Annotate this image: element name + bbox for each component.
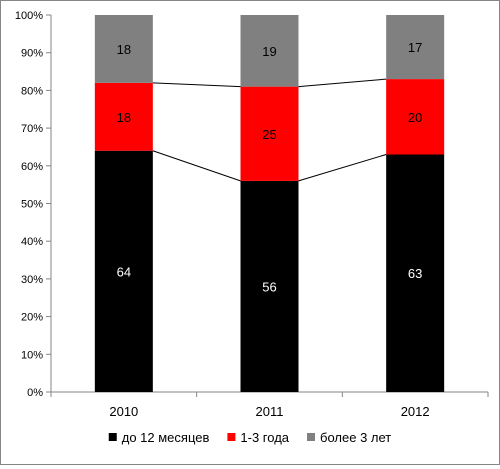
bar-segment — [94, 150, 153, 392]
y-tick-label: 10% — [21, 349, 43, 361]
y-tick-label: 60% — [21, 161, 43, 173]
bar-segment — [94, 82, 153, 151]
series-line — [152, 82, 241, 88]
data-label: 64 — [117, 264, 131, 279]
y-axis: 0% 10% 20% 30% 40% 50% 60% 70% 80% 90% 100% — [15, 10, 52, 399]
data-label: 19 — [262, 44, 276, 59]
data-label: 25 — [262, 127, 276, 142]
legend-label: до 12 месяцев — [122, 430, 210, 445]
x-tick-label: 2010 — [109, 404, 138, 419]
legend-label: более 3 лет — [320, 430, 391, 445]
y-tick-label: 50% — [21, 199, 43, 211]
bar-segment — [94, 15, 153, 83]
bar-segment — [240, 180, 299, 392]
bars — [94, 15, 445, 392]
bar-segment — [240, 15, 299, 87]
x-tick-label: 2012 — [401, 404, 430, 419]
data-label: 17 — [408, 40, 422, 55]
y-tick-label: 70% — [21, 123, 43, 135]
data-label: 56 — [262, 279, 276, 294]
series-line — [298, 78, 387, 88]
y-tick-label: 90% — [21, 48, 43, 60]
data-label: 20 — [408, 110, 422, 125]
y-tick-label: 100% — [15, 10, 43, 22]
bar-segment — [386, 154, 445, 392]
legend-label: 1-3 года — [240, 430, 289, 445]
legend-swatch — [227, 433, 236, 441]
y-tick-label: 40% — [21, 236, 43, 248]
bar-segment — [386, 15, 445, 80]
data-label: 18 — [117, 110, 131, 125]
bar-segment — [386, 79, 445, 155]
data-labels: 64 18 18 56 25 19 63 20 17 — [117, 40, 423, 294]
x-axis: 2010 2011 2012 — [50, 391, 489, 419]
data-label: 18 — [117, 42, 131, 57]
y-tick-label: 20% — [21, 312, 43, 324]
series-line — [152, 150, 241, 182]
bar-segment — [240, 86, 299, 181]
series-lines — [152, 78, 387, 182]
data-label: 63 — [408, 266, 422, 281]
y-tick-label: 30% — [21, 274, 43, 286]
y-tick-label: 0% — [27, 387, 43, 399]
y-tick-label: 80% — [21, 85, 43, 97]
legend-swatch — [307, 433, 316, 441]
legend: до 12 месяцев 1-3 года более 3 лет — [108, 430, 391, 445]
series-line — [298, 154, 387, 182]
x-tick-label: 2011 — [256, 404, 284, 419]
legend-swatch — [108, 433, 117, 441]
